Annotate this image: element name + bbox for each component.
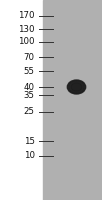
Text: 130: 130 [18,24,35,33]
Text: 40: 40 [24,83,35,92]
Text: 25: 25 [24,108,35,116]
Text: 170: 170 [18,11,35,21]
Text: 35: 35 [24,90,35,99]
Ellipse shape [67,80,86,94]
Ellipse shape [69,81,84,93]
Text: 15: 15 [24,136,35,146]
Text: 10: 10 [24,152,35,160]
Text: 55: 55 [24,66,35,75]
Text: 70: 70 [24,52,35,62]
Text: 100: 100 [18,38,35,46]
Ellipse shape [71,83,82,91]
Bar [43,0,102,200]
